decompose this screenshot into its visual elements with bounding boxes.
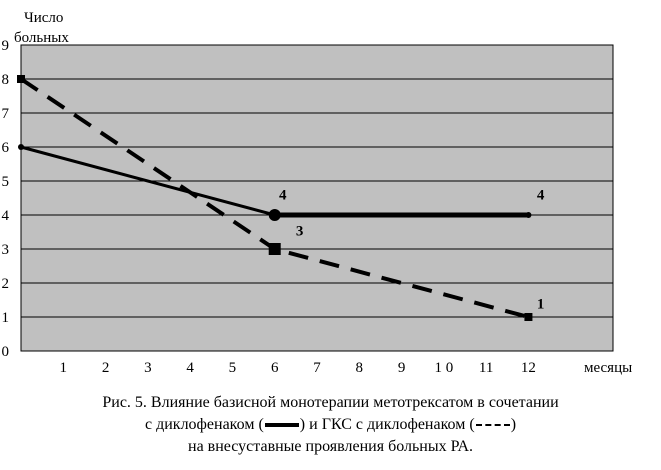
annotation-label: 4 [537, 188, 545, 204]
x-tick-label: 9 [398, 360, 406, 376]
y-axis-title-line1: Число [24, 10, 63, 26]
data-point-dashed [524, 313, 533, 321]
x-tick-label: 8 [356, 360, 364, 376]
y-tick-label: 2 [2, 276, 10, 292]
data-point-dashed [268, 243, 281, 255]
annotation-label: 3 [296, 223, 304, 239]
y-tick-label: 0 [2, 344, 10, 360]
caption-line-2-part2: ) и ГКС с диклофенаком ( [299, 416, 475, 433]
grid-lines [21, 78, 613, 318]
axes [20, 45, 613, 352]
x-axis-title: месяцы [584, 360, 632, 376]
y-tick-label: 4 [2, 208, 10, 224]
x-tick-label: 12 [521, 360, 536, 376]
data-point-solid [18, 144, 24, 150]
x-tick-label: 3 [144, 360, 152, 376]
x-tick-label: 2 [102, 360, 110, 376]
x-tick-label: 11 [479, 360, 493, 376]
y-tick-label: 6 [2, 140, 10, 156]
y-tick-label: 1 [2, 310, 10, 326]
caption-line-3: на внесуставные проявления больных РА. [188, 438, 473, 455]
data-point-dashed [17, 75, 25, 83]
annotations: 4 3 4 1 [279, 188, 545, 313]
x-tick-label: 4 [186, 360, 194, 376]
y-tick-label: 3 [2, 242, 10, 258]
y-tick-label: 7 [2, 106, 10, 122]
x-tick-label: 6 [271, 360, 279, 376]
caption-line-2-part1: с диклофенаком ( [144, 416, 264, 433]
x-tick-label: 5 [229, 360, 237, 376]
x-tick-label: 7 [313, 360, 321, 376]
y-axis-title-line2: больных [14, 30, 69, 46]
y-tick-label: 5 [2, 174, 10, 190]
series-lines [17, 75, 533, 321]
y-tick-label: 9 [2, 38, 10, 54]
plot-area [20, 44, 614, 352]
x-tick-label: 1 [60, 360, 68, 376]
y-tick-labels: 0 1 2 3 4 5 6 7 8 9 [2, 38, 10, 360]
y-tick-label: 8 [2, 72, 10, 88]
caption-line-2-part3: ) [510, 416, 517, 433]
caption-line-2: с диклофенаком ( ) и ГКС с диклофенаком (… [0, 414, 661, 436]
legend-dashed-line-sample [475, 424, 510, 427]
caption-line-1: Рис. 5. Влияние базисной монотерапии мет… [102, 394, 559, 411]
legend-solid-line-sample [264, 423, 299, 428]
annotation-label: 4 [279, 188, 287, 204]
x-tick-label: 1 0 [434, 360, 453, 376]
annotation-label: 1 [537, 297, 545, 313]
